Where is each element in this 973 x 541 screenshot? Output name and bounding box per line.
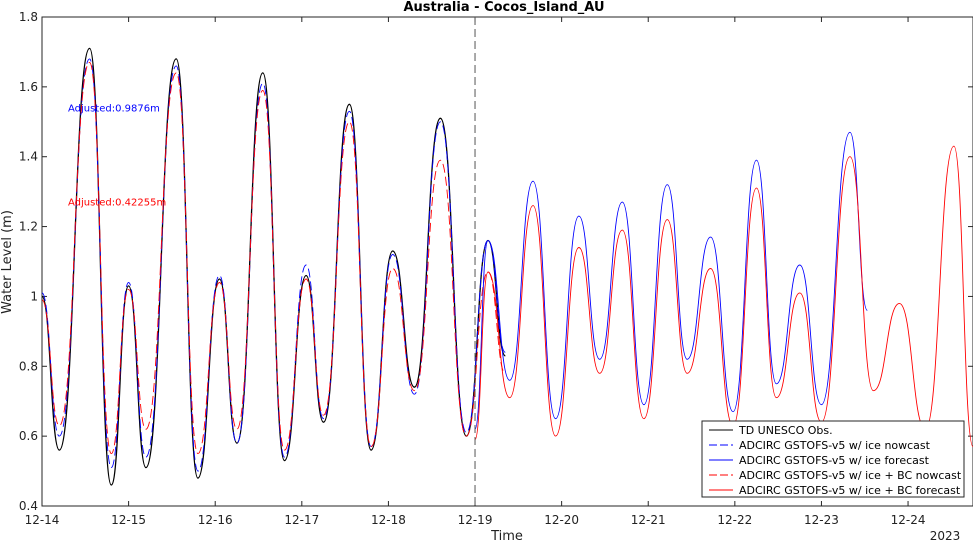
x-tick-label-9: 12-23 (804, 513, 839, 527)
x-tick-label-8: 12-22 (717, 513, 752, 527)
y-tick-label-6: 1.6 (19, 80, 38, 94)
x-tick-label-7: 12-21 (631, 513, 666, 527)
x-tick-label-0: 12-14 (25, 513, 60, 527)
series-line-4 (474, 145, 973, 448)
x-tick-label-5: 12-19 (458, 513, 493, 527)
legend-label-2: ADCIRC GSTOFS-v5 w/ ice forecast (739, 454, 930, 467)
legend-label-4: ADCIRC GSTOFS-v5 w/ ice + BC forecast (739, 484, 961, 497)
adjusted-annotation-1: Adjusted:0.42255m (68, 198, 166, 209)
legend-label-1: ADCIRC GSTOFS-v5 w/ ice nowcast (739, 439, 931, 452)
y-tick-label-4: 1.2 (19, 220, 38, 234)
adjusted-annotation-0: Adjusted:0.9876m (68, 103, 160, 114)
x-tick-label-6: 12-20 (544, 513, 579, 527)
x-year-label: 2023 (930, 529, 961, 541)
x-tick-label-2: 12-16 (198, 513, 233, 527)
x-axis-label: Time (490, 529, 523, 541)
y-tick-label-0: 0.4 (19, 499, 38, 513)
series-line-2 (474, 131, 868, 430)
y-tick-label-1: 0.6 (19, 429, 38, 443)
y-tick-label-5: 1.4 (19, 150, 38, 164)
series-line-0 (41, 47, 506, 486)
legend-label-3: ADCIRC GSTOFS-v5 w/ ice + BC nowcast (739, 469, 962, 482)
x-tick-label-3: 12-17 (284, 513, 319, 527)
y-tick-label-2: 0.8 (19, 359, 38, 373)
y-tick-label-3: 1 (30, 289, 38, 303)
legend-box (701, 420, 965, 498)
x-tick-label-1: 12-15 (111, 513, 146, 527)
series-line-3 (41, 61, 506, 455)
chart-title: Australia - Cocos_Island_AU (403, 0, 604, 15)
y-tick-label-7: 1.8 (19, 10, 38, 24)
legend: TD UNESCO Obs. ADCIRC GSTOFS-v5 w/ ice no… (701, 420, 965, 498)
x-tick-label-4: 12-18 (371, 513, 406, 527)
y-axis-label: Water Level (m) (0, 210, 15, 314)
legend-label-0: TD UNESCO Obs. (738, 424, 833, 437)
x-tick-label-10: 12-24 (891, 513, 926, 527)
